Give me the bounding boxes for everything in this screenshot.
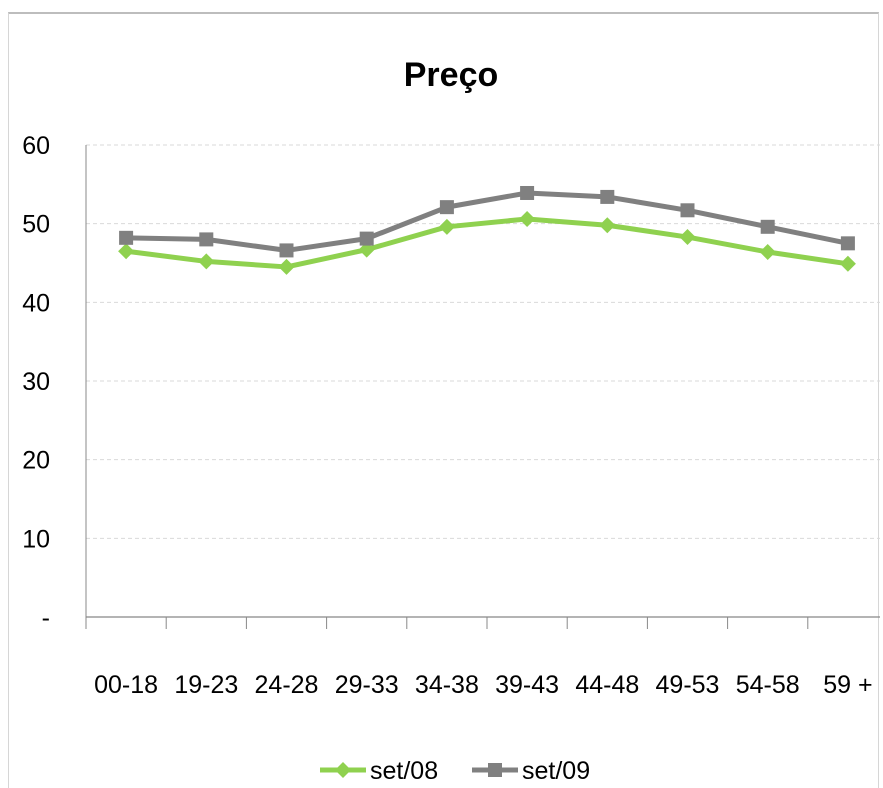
data-point (599, 217, 616, 234)
x-tick-label: 24-28 (255, 671, 319, 699)
data-point (439, 200, 454, 215)
x-tick-label: 59 + (823, 671, 872, 699)
data-point (438, 218, 455, 235)
data-point (358, 241, 375, 258)
x-axis: 00-18 19-23 24-28 29-33 34-38 39-43 44-48 49-53… (85, 145, 880, 699)
data-point (119, 230, 134, 245)
legend-marker (488, 763, 502, 777)
grid-lines (86, 144, 880, 539)
y-axis-ticks: - 10 20 30 40 50 60 (22, 132, 50, 632)
data-point (520, 185, 535, 200)
data-point (118, 243, 135, 260)
y-tick-label: - (42, 604, 50, 632)
x-tick-label: 29-33 (335, 671, 399, 699)
data-point (680, 203, 695, 218)
legend-label: set/08 (370, 757, 438, 785)
data-point (839, 255, 856, 272)
x-tick-label: 00-18 (94, 671, 158, 699)
y-tick-label: 10 (22, 525, 50, 553)
y-tick-label: 30 (22, 368, 50, 396)
chart-frame (8, 12, 879, 788)
data-point (278, 258, 295, 275)
series-line (125, 216, 849, 270)
legend-item: set/08 (320, 757, 438, 785)
series-set-08 (118, 210, 856, 275)
data-point (600, 189, 615, 204)
series-group (118, 185, 856, 275)
legend-label: set/09 (522, 757, 590, 785)
legend-marker (335, 762, 351, 778)
data-point (759, 243, 776, 260)
x-tick-label: 39-43 (495, 671, 559, 699)
data-point (679, 229, 696, 246)
series-line (126, 190, 849, 253)
x-tick-label: 49-53 (656, 671, 720, 699)
y-tick-label: 20 (22, 447, 50, 475)
data-point (359, 231, 374, 246)
x-tick-label: 54-58 (736, 671, 800, 699)
series-set-09 (119, 185, 855, 258)
y-tick-label: 50 (22, 211, 50, 239)
y-tick-label: 60 (22, 132, 50, 160)
chart-title: Preço (404, 56, 499, 94)
legend: set/08 set/09 (320, 757, 590, 785)
data-point (279, 243, 294, 258)
y-tick-label: 40 (22, 289, 50, 317)
data-point (840, 236, 855, 251)
data-point (760, 219, 775, 234)
x-tick-label: 19-23 (174, 671, 238, 699)
data-point (198, 253, 215, 270)
data-point (519, 210, 536, 227)
x-tick-label: 44-48 (575, 671, 639, 699)
data-point (199, 232, 214, 247)
legend-item: set/09 (472, 757, 590, 785)
x-tick-label: 34-38 (415, 671, 479, 699)
